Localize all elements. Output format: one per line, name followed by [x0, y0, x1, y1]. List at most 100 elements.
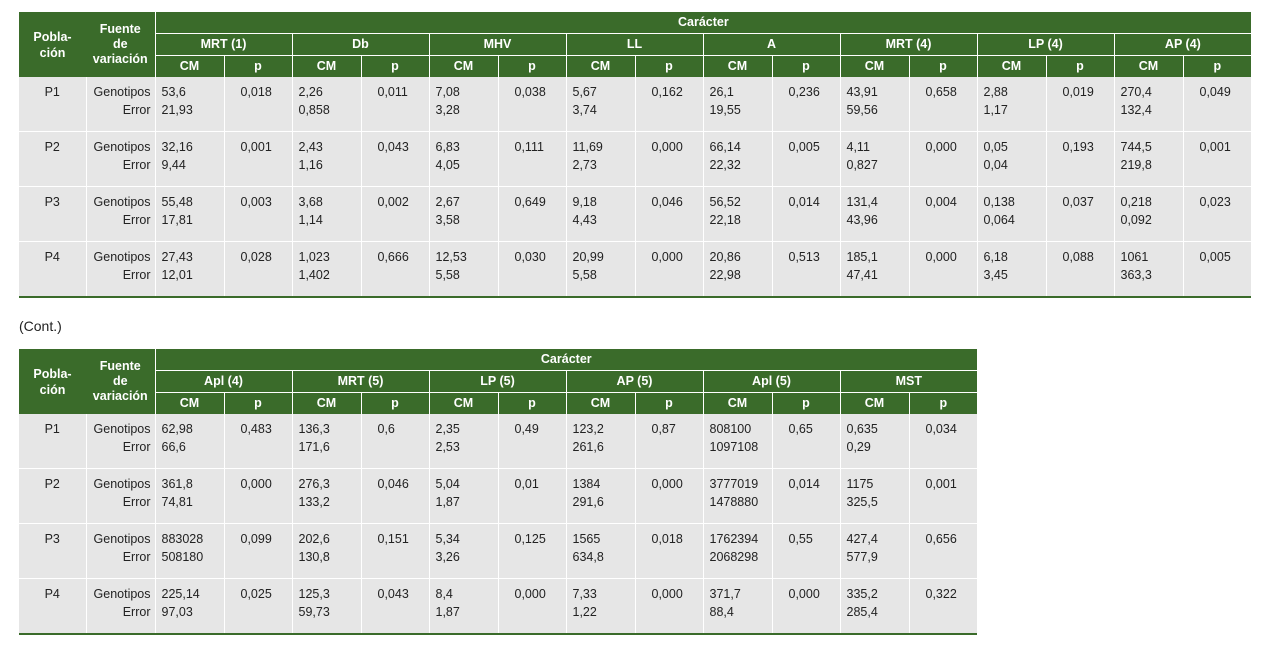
cm-genotipos-value: 5,04: [435, 477, 460, 491]
cm-cell: 26,1 19,55: [702, 77, 772, 132]
p-cell: 0,513: [771, 241, 840, 296]
p-value: 0,322: [925, 587, 957, 601]
cm-cell: 202,6 130,8: [291, 523, 361, 579]
p-cell: 0,000: [634, 241, 703, 296]
cm-genotipos-value: 0,635: [846, 422, 878, 436]
p-value: 0,099: [240, 532, 272, 546]
p-cell: 0,000: [908, 131, 977, 187]
p-cell: 0,000: [634, 131, 703, 187]
cm-header: CM: [428, 55, 498, 77]
p-value: 0,000: [925, 140, 957, 154]
cm-genotipos-value: 0,05: [983, 140, 1008, 154]
population-label: P3: [44, 532, 60, 546]
cm-cell: 2,67 3,58: [428, 186, 498, 242]
cm-genotipos-value: 26,1: [709, 85, 734, 99]
cm-error-value: 9,44: [161, 158, 186, 172]
cm-error-value: 0,827: [846, 158, 878, 172]
cm-genotipos-value: 883028: [161, 532, 204, 546]
cm-header: CM: [702, 55, 772, 77]
header-caracter: Carácter: [154, 349, 978, 371]
population-cell: P3: [19, 523, 86, 579]
cm-error-value: 1478880: [709, 495, 759, 509]
p-cell: 0,649: [497, 186, 566, 242]
cm-genotipos-value: 1175: [846, 477, 874, 491]
p-cell: 0,099: [223, 523, 292, 579]
source-genotipos: Genotipos: [93, 532, 151, 546]
cm-error-value: 59,73: [298, 605, 330, 619]
cm-genotipos-value: 1762394: [709, 532, 759, 546]
p-cell: 0,023: [1182, 186, 1252, 242]
cm-genotipos-value: 20,86: [709, 250, 741, 264]
trait-header-ap-5: AP (5): [565, 370, 703, 393]
source-genotipos: Genotipos: [93, 250, 151, 264]
p-value: 0,162: [651, 85, 683, 99]
cm-cell: 5,67 3,74: [565, 77, 635, 132]
cm-error-value: 1,87: [435, 495, 460, 509]
cm-genotipos-value: 5,67: [572, 85, 597, 99]
header-fuente-line-2: de: [112, 374, 128, 388]
population-label: P1: [44, 422, 60, 436]
p-cell: 0,018: [634, 523, 703, 579]
cm-genotipos-value: 1,023: [298, 250, 330, 264]
cm-genotipos-value: 6,83: [435, 140, 460, 154]
p-value: 0,000: [651, 477, 683, 491]
p-cell: 0,483: [223, 414, 292, 469]
cm-error-value: 219,8: [1120, 158, 1152, 172]
cm-genotipos-value: 9,18: [572, 195, 597, 209]
header-fuente-de-variacion: Fuente de variación: [86, 349, 155, 414]
source-genotipos: Genotipos: [93, 587, 151, 601]
cm-cell: 1762394 2068298: [702, 523, 772, 579]
p-value: 0,000: [651, 587, 683, 601]
p-value: 0,65: [788, 422, 813, 436]
p-cell: 0,193: [1045, 131, 1114, 187]
p-value: 0,049: [1199, 85, 1231, 99]
cm-genotipos-value: 66,14: [709, 140, 741, 154]
cm-error-value: 130,8: [298, 550, 330, 564]
p-cell: 0,088: [1045, 241, 1114, 296]
cm-cell: 1175 325,5: [839, 468, 909, 524]
p-cell: 0,001: [908, 468, 978, 524]
p-value: 0,011: [377, 85, 408, 99]
p-cell: 0,658: [908, 77, 977, 132]
cm-genotipos-value: 12,53: [435, 250, 467, 264]
cm-error-value: 2,73: [572, 158, 597, 172]
table-row: P4 Genotipos Error 27,43 12,01 0,028 1,023 1,40…: [19, 241, 1252, 296]
source-error: Error: [122, 440, 151, 454]
table-row: P2 Genotipos Error 361,8 74,81 0,000 276,3 133,…: [19, 468, 978, 524]
p-cell: 0,322: [908, 578, 978, 633]
header-fuente-line-3: variación: [92, 389, 148, 403]
p-cell: 0,014: [771, 468, 840, 524]
p-cell: 0,028: [223, 241, 292, 296]
cm-genotipos-value: 744,5: [1120, 140, 1152, 154]
cm-cell: 0,138 0,064: [976, 186, 1046, 242]
source-genotipos: Genotipos: [93, 195, 151, 209]
p-value: 0,046: [651, 195, 683, 209]
cm-error-value: 1097108: [709, 440, 759, 454]
source-cell: Genotipos Error: [85, 241, 155, 296]
cm-genotipos-value: 7,08: [435, 85, 460, 99]
cm-cell: 335,2 285,4: [839, 578, 909, 633]
p-value: 0,151: [377, 532, 409, 546]
cm-header: CM: [565, 55, 635, 77]
cm-error-value: 1,17: [983, 103, 1008, 117]
cm-genotipos-value: 270,4: [1120, 85, 1152, 99]
p-cell: 0,025: [223, 578, 292, 633]
anova-table-1: Pobla-ción Fuente de variación Carácter MRT (…: [19, 12, 1252, 296]
population-label: P2: [44, 140, 60, 154]
p-header: p: [360, 55, 429, 77]
p-cell: 0,000: [771, 578, 840, 633]
cm-genotipos-value: 131,4: [846, 195, 878, 209]
p-value: 0,55: [788, 532, 813, 546]
p-header: p: [634, 392, 703, 414]
p-value: 0,513: [788, 250, 820, 264]
header-poblacion: Pobla-ción: [19, 349, 86, 414]
source-error: Error: [122, 158, 151, 172]
source-genotipos: Genotipos: [93, 422, 151, 436]
cm-error-value: 2068298: [709, 550, 759, 564]
p-value: 0,014: [788, 477, 820, 491]
p-cell: 0,049: [1182, 77, 1252, 132]
cm-header: CM: [839, 55, 909, 77]
cm-genotipos-value: 125,3: [298, 587, 330, 601]
cm-cell: 123,2 261,6: [565, 414, 635, 469]
cm-genotipos-value: 2,35: [435, 422, 460, 436]
